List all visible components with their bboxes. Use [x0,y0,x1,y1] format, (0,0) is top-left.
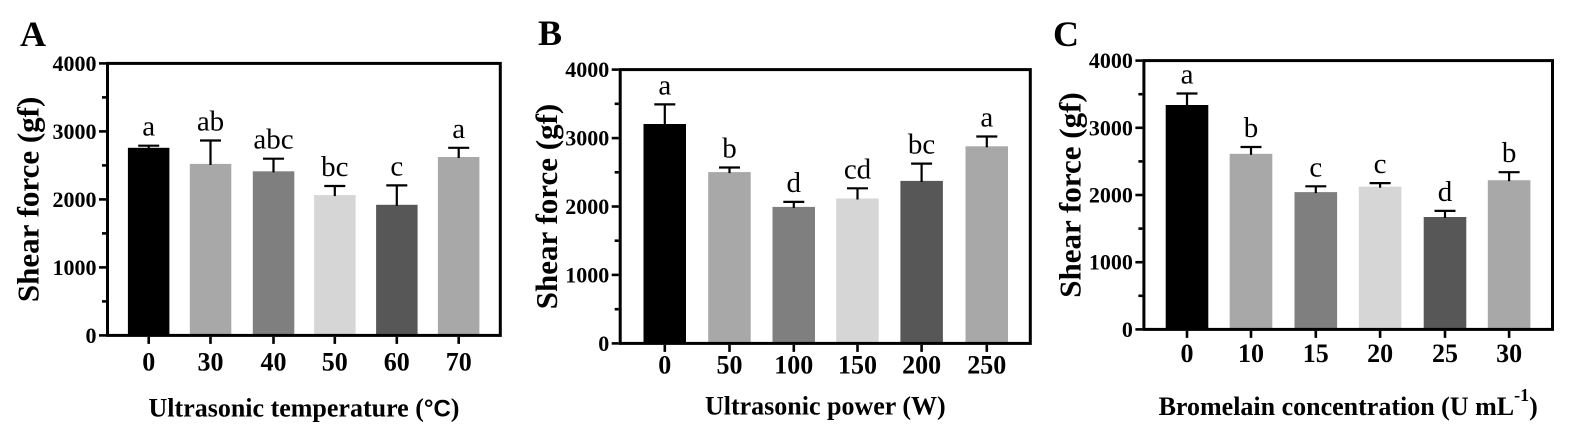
svg-text:200: 200 [902,351,941,380]
svg-text:Bromelain concentration (U mL-: Bromelain concentration (U mL-1​) [1159,385,1538,421]
svg-text:4000: 4000 [565,57,609,82]
svg-text:250: 250 [967,351,1006,380]
svg-text:B: B [538,13,562,53]
svg-text:60: 60 [384,348,410,377]
svg-text:a: a [142,111,155,143]
svg-text:ab: ab [197,106,224,138]
svg-text:20: 20 [1367,339,1393,368]
svg-text:bc: bc [321,151,348,183]
svg-text:25: 25 [1432,339,1458,368]
svg-text:Shear force (gf): Shear force (gf) [10,97,45,302]
svg-text:3000: 3000 [1089,115,1133,140]
svg-text:30: 30 [198,348,224,377]
svg-text:4000: 4000 [53,51,97,76]
svg-text:b: b [1244,112,1259,144]
svg-text:c: c [390,150,403,182]
svg-text:a: a [658,69,671,101]
svg-text:1000: 1000 [565,262,609,287]
svg-text:a: a [980,102,993,134]
svg-text:0: 0 [1181,339,1194,368]
svg-text:70: 70 [446,348,472,377]
svg-text:C: C [1053,14,1079,54]
svg-text:10: 10 [1238,339,1264,368]
svg-text:Shear force (gf): Shear force (gf) [1053,92,1088,297]
svg-text:Ultrasonic temperature (°C): Ultrasonic temperature (°C) [149,394,460,423]
svg-text:2000: 2000 [53,187,97,212]
svg-text:d: d [1438,176,1453,208]
svg-text:1000: 1000 [1089,250,1133,275]
svg-text:4000: 4000 [1089,48,1133,73]
svg-text:c: c [1309,151,1322,183]
svg-text:0: 0 [142,348,155,377]
svg-text:3000: 3000 [565,126,609,151]
svg-text:15: 15 [1303,339,1329,368]
svg-text:b: b [1502,137,1517,169]
svg-text:b: b [722,133,737,165]
svg-text:cd: cd [844,153,872,185]
svg-text:2000: 2000 [1089,183,1133,208]
svg-text:abc: abc [253,124,293,156]
svg-text:bc: bc [908,129,935,161]
svg-text:3000: 3000 [53,119,97,144]
svg-text:50: 50 [322,348,348,377]
svg-text:c: c [1374,148,1387,180]
svg-text:0: 0 [658,351,671,380]
svg-text:0: 0 [598,331,609,356]
svg-text:a: a [1181,59,1194,91]
svg-text:2000: 2000 [565,194,609,219]
svg-text:50: 50 [717,351,743,380]
svg-text:1000: 1000 [53,255,97,280]
svg-text:0: 0 [1122,317,1133,342]
svg-text:a: a [452,113,465,145]
svg-text:150: 150 [838,351,877,380]
svg-text:0: 0 [86,323,97,348]
svg-text:Ultrasonic power (W): Ultrasonic power (W) [705,392,946,421]
svg-text:A: A [20,14,46,54]
svg-text:30: 30 [1496,339,1522,368]
svg-text:d: d [787,167,802,199]
svg-text:100: 100 [774,351,813,380]
svg-text:40: 40 [261,348,287,377]
svg-text:Shear force (gf): Shear force (gf) [529,104,564,309]
